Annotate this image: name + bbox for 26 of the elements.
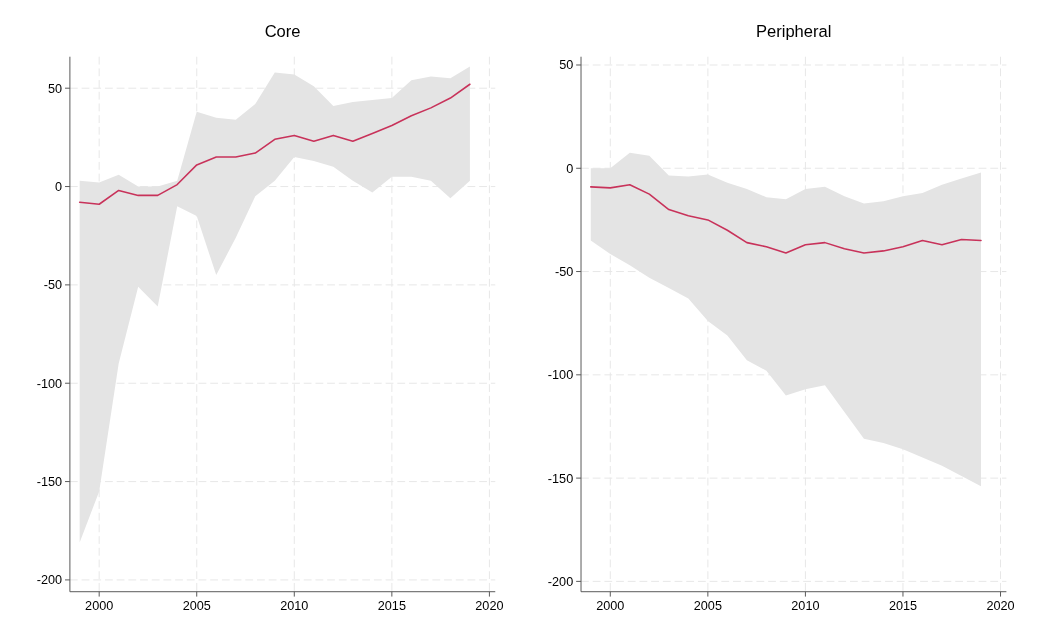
line-series [78,83,471,206]
y-tick-label: 50 [48,81,63,96]
y-tick-label: 0 [566,161,574,176]
x-tick-label: 2010 [791,599,820,614]
y-tick-label: -150 [547,471,574,486]
x-tick-label: 2015 [888,599,918,614]
chart-title: Core [264,22,301,42]
x-tick-label: 2010 [280,599,309,614]
x-tick-label: 2005 [182,599,211,614]
x-tick-label: 2015 [377,599,406,614]
x-tick-label: 2000 [596,599,625,614]
y-tick-label: -100 [547,368,574,383]
y-tick-label: 50 [559,58,574,73]
y-tick-label: -200 [547,574,574,589]
y-tick-label: -50 [554,264,574,279]
y-tick-label: 0 [55,179,63,194]
x-tick-label: 2000 [85,599,114,614]
line-series [590,184,982,254]
y-tick-label: -150 [36,475,63,489]
y-tick-label: -200 [36,573,63,588]
x-tick-label: 2020 [986,599,1015,614]
chart-title: Peripheral [755,22,832,42]
x-tick-label: 2020 [475,599,504,614]
y-tick-label: -50 [43,278,63,293]
x-tick-label: 2005 [693,599,722,614]
y-tick-label: -100 [36,376,63,391]
